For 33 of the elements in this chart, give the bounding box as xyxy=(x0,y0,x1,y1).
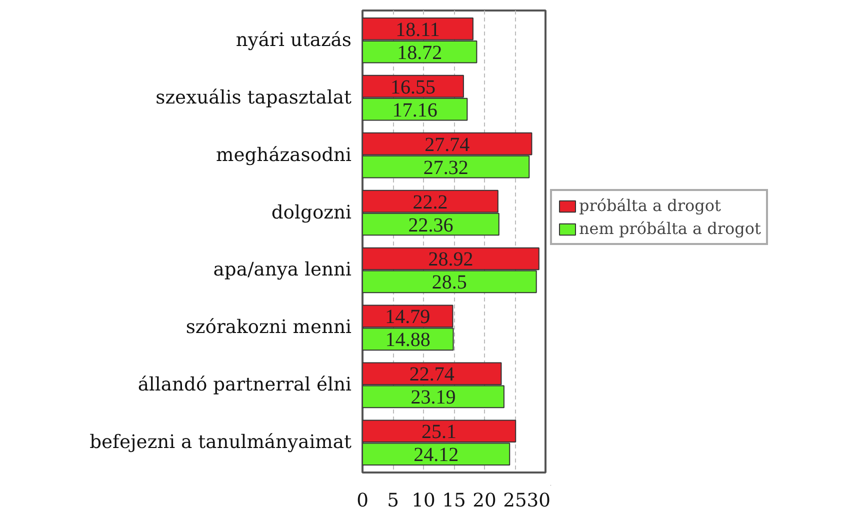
data-label: 14.88 xyxy=(385,329,430,352)
legend-label: nem próbálta a drogot xyxy=(579,219,761,238)
y-tick-label: megházasodni xyxy=(216,144,352,166)
x-tick-label: 15 xyxy=(442,490,466,512)
x-tick-label: 30 xyxy=(526,490,551,512)
y-tick-label: befejezni a tanulmányaimat xyxy=(90,432,352,454)
data-label: 27.74 xyxy=(424,134,470,156)
y-tick-label: szórakozni menni xyxy=(186,317,352,338)
data-label: 18.11 xyxy=(396,18,440,41)
data-label: 24.12 xyxy=(414,444,459,466)
y-tick-label: apa/anya lenni xyxy=(213,260,352,281)
y-tick-label: nyári utazás xyxy=(236,30,352,51)
data-label: 28.5 xyxy=(432,272,467,294)
data-label: 17.16 xyxy=(392,99,438,122)
data-label: 23.19 xyxy=(410,386,456,409)
x-tick-label: 0 xyxy=(356,490,368,512)
x-tick-label: 5 xyxy=(387,490,399,512)
data-label: 27.32 xyxy=(423,156,468,179)
y-tick-label: szexuális tapasztalat xyxy=(156,87,352,108)
y-tick-label: dolgozni xyxy=(271,202,352,224)
data-label: 18.72 xyxy=(397,42,442,64)
x-tick-label: 20 xyxy=(472,490,496,512)
data-label: 14.79 xyxy=(385,306,430,328)
data-label: 28.92 xyxy=(428,248,474,271)
x-tick-label: 25 xyxy=(503,490,527,512)
data-label: 22.2 xyxy=(412,191,448,214)
y-tick-label: állandó partnerral élni xyxy=(138,374,352,396)
data-label: 16.55 xyxy=(390,76,436,98)
data-label: 22.36 xyxy=(408,214,454,236)
x-tick-label: 10 xyxy=(412,490,436,512)
data-label: 25.1 xyxy=(422,421,457,444)
data-label: 22.74 xyxy=(409,364,454,386)
legend-label: próbálta a drogot xyxy=(579,196,721,215)
